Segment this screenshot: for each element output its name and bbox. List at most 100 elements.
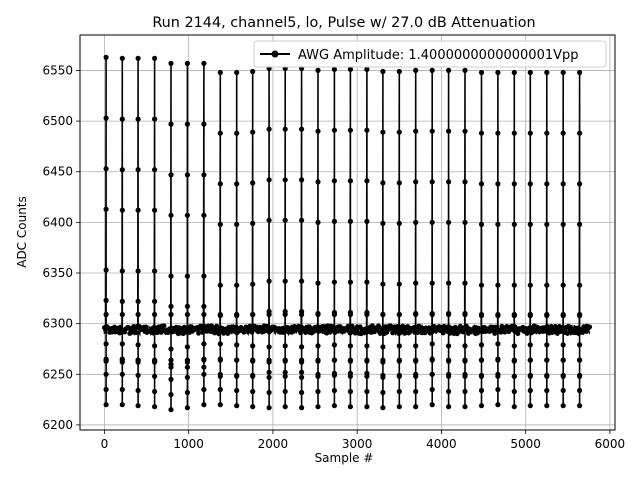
data-point [282,177,288,183]
data-point [184,374,190,380]
data-point [544,221,550,227]
data-point [429,179,435,185]
data-point [560,282,566,288]
data-point [560,69,566,76]
data-point [511,69,517,76]
data-point [413,343,419,349]
data-point [133,330,139,336]
data-point [527,387,533,394]
data-point [299,359,305,365]
data-point [119,116,125,122]
y-tick-label: 6350 [42,266,73,280]
data-point [217,386,223,393]
data-point [217,221,223,227]
data-point [429,128,435,134]
data-point [478,69,485,76]
data-point [217,311,223,318]
data-point [478,130,485,136]
data-point [217,402,223,408]
data-point [527,130,533,136]
data-point [266,405,272,411]
data-point [119,341,125,347]
data-point [511,282,517,288]
data-point [462,311,468,318]
data-point [103,267,109,273]
data-point [331,342,337,348]
data-point [527,311,533,318]
data-point [446,128,452,134]
data-point [511,404,517,410]
data-point [495,402,501,408]
data-point [347,218,353,224]
data-point [119,55,125,61]
data-point [135,167,141,173]
data-point [119,207,125,213]
data-point [364,127,370,133]
data-point [462,128,468,134]
data-point [544,387,550,394]
data-point [119,371,125,377]
data-point [364,343,370,349]
data-point [413,404,419,410]
data-point [234,311,240,318]
data-point [396,68,402,75]
data-point [168,212,174,218]
data-point [577,282,583,288]
data-point [201,386,207,393]
y-tick-label: 6450 [42,165,73,179]
data-point [135,207,141,213]
data-point [544,342,550,348]
data-point [135,403,141,409]
data-point [315,128,321,134]
data-point [396,281,402,287]
data-point [184,121,190,127]
data-point [327,329,333,335]
data-point [544,357,550,363]
data-point [380,129,386,135]
data-point [103,297,109,303]
data-point [282,369,288,375]
data-point [478,282,485,288]
data-point [299,369,305,375]
y-tick-label: 6550 [42,63,73,77]
data-point [331,279,337,285]
data-point [152,268,158,274]
data-point [266,344,272,350]
data-point [380,344,386,350]
data-point [266,374,272,380]
data-point [168,273,174,279]
data-point [577,387,583,394]
data-point [364,66,370,72]
data-point [396,180,402,186]
data-point [454,331,460,337]
data-point [577,221,583,227]
data-point [446,343,452,349]
data-point [214,323,220,329]
data-point [511,358,517,364]
data-point [168,407,174,413]
data-point [282,217,288,223]
data-point [281,330,286,335]
data-point [544,181,550,187]
data-point [429,386,435,393]
data-point [462,373,468,379]
data-point [201,356,207,362]
data-point [103,206,109,212]
data-point [364,358,370,364]
data-point [168,311,174,318]
data-point [315,404,321,410]
data-point [184,311,190,318]
data-point [119,356,125,362]
legend-marker [271,50,279,58]
x-tick-label: 3000 [342,437,373,451]
data-point [266,311,272,318]
data-point [575,325,580,331]
data-point [478,311,485,318]
data-point [495,311,501,318]
data-point [396,373,402,379]
x-tick-label: 5000 [510,437,541,451]
data-point [413,373,419,379]
data-point [347,358,353,364]
data-point [201,311,207,318]
data-point [250,220,256,226]
